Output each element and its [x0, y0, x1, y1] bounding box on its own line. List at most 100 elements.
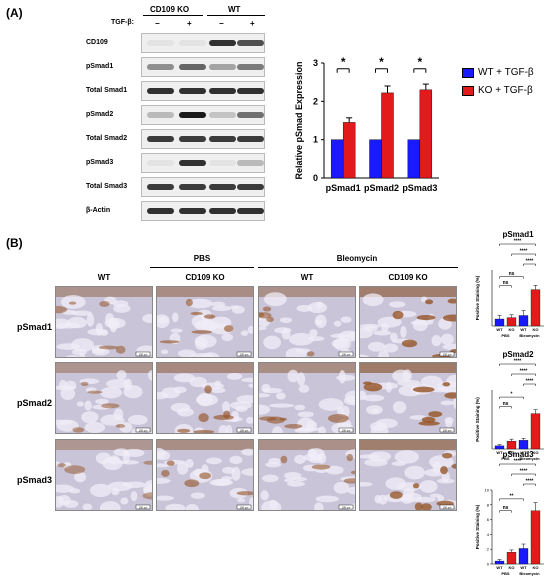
tissue-gap — [362, 293, 384, 307]
tissue-gap — [108, 455, 120, 465]
significance-label: **** — [526, 259, 534, 265]
tissue-gap — [437, 495, 445, 503]
tissue-gap — [177, 349, 196, 357]
x-tick-label: KO — [533, 327, 539, 332]
y-tick-label: 3 — [313, 58, 318, 68]
scale-bar — [236, 504, 252, 510]
y-axis-label: Positive Staining (%) — [475, 397, 480, 442]
stain-region — [213, 414, 234, 421]
blot-band — [209, 208, 236, 214]
blot-band — [147, 88, 174, 94]
tissue-gap — [297, 411, 314, 418]
blot-band — [147, 184, 174, 190]
tissue-gap — [142, 314, 152, 323]
tissue-gap — [389, 332, 398, 342]
epidermis — [259, 363, 355, 373]
legend-swatch-ko — [462, 86, 474, 96]
ihc-image: 100 μm — [258, 439, 356, 511]
pSmad-expression-chart: 0 1 2 3 Relative pSmad Expression * pSmad1 * pSm… — [294, 55, 439, 193]
tissue-gap — [314, 502, 324, 510]
tissue-gap — [113, 304, 131, 313]
tissue-gap — [317, 452, 327, 464]
tissue-gap — [263, 335, 282, 350]
blot-strip — [141, 57, 265, 77]
tissue-gap — [392, 401, 407, 414]
tissue-gap — [432, 461, 441, 474]
blot-band — [209, 88, 236, 94]
tissue-gap — [410, 320, 434, 326]
blot-row-label: Total Smad3 — [86, 183, 128, 190]
y-tick-label: 2 — [313, 96, 318, 106]
tissue-gap — [185, 503, 199, 510]
stain-region — [442, 382, 451, 387]
epidermis — [360, 287, 456, 297]
blot-strip — [141, 153, 265, 173]
tissue-gap — [297, 372, 306, 386]
tissue-gap — [414, 496, 436, 503]
tissue-gap — [212, 478, 232, 486]
stain-region — [190, 311, 203, 316]
tissue-gap — [333, 337, 351, 351]
tissue-gap — [222, 401, 231, 414]
tissue-gap — [145, 480, 152, 487]
tissue-gap — [130, 490, 138, 502]
tissue-gap — [402, 369, 412, 382]
scale-bar-label: 100 μm — [139, 429, 148, 433]
tissue-gap — [214, 380, 221, 387]
blot-band — [147, 112, 174, 118]
significance-label: **** — [526, 479, 534, 485]
tissue-gap — [315, 495, 339, 503]
col-header-ko-pbs: CD109 KO — [185, 273, 225, 282]
tissue-gap — [370, 425, 389, 433]
tissue-gap — [76, 401, 84, 407]
stain-region — [421, 416, 436, 423]
blot-band — [209, 64, 236, 70]
bar — [518, 548, 529, 565]
stain-region — [418, 421, 440, 426]
epidermis — [56, 440, 152, 450]
bar — [342, 122, 356, 179]
tissue-gap — [205, 457, 222, 465]
stain-region — [57, 463, 66, 468]
blot-row-label: pSmad3 — [86, 159, 114, 166]
stain-region — [184, 479, 200, 488]
tissue-gap — [71, 310, 93, 316]
stain-region — [363, 382, 383, 392]
tissue-gap — [298, 384, 310, 393]
blot-row-label: pSmad1 — [86, 63, 114, 70]
stain-region — [284, 424, 303, 429]
ihc-tissue-drawing: 100 μm — [157, 440, 253, 510]
x-tick-label: WT — [496, 565, 503, 570]
significance-label: * — [511, 392, 513, 398]
bar — [369, 139, 382, 179]
tissue-gap — [383, 343, 399, 353]
ihc-image: 100 μm — [359, 439, 457, 511]
tissue-gap — [283, 478, 295, 483]
ihc-image: 100 μm — [156, 286, 254, 358]
bar — [530, 289, 541, 327]
stain-region — [428, 411, 443, 418]
tissue-gap — [237, 498, 246, 503]
stain-region — [346, 453, 354, 462]
scale-bar-label: 100 μm — [240, 429, 249, 433]
ihc-tissue-drawing: 100 μm — [56, 287, 152, 357]
mini-chart-title: pSmad3 — [502, 450, 534, 459]
blot-band — [209, 136, 236, 142]
ihc-image: 100 μm — [55, 286, 153, 358]
y-axis-label: Relative pSmad Expression — [294, 61, 304, 179]
tissue-gap — [241, 377, 253, 383]
tissue-gap — [330, 333, 348, 339]
mini-chart-title: pSmad1 — [502, 230, 534, 239]
tissue-gap — [419, 480, 438, 493]
blot-band — [179, 160, 206, 166]
stain-region — [444, 392, 456, 399]
ihc-image: 100 μm — [156, 362, 254, 434]
blot-band — [147, 136, 174, 142]
treatment-mark-4: + — [250, 19, 255, 28]
ihc-tissue-drawing: 100 μm — [56, 440, 152, 510]
scale-bar — [135, 504, 151, 510]
stain-region — [451, 463, 456, 469]
stain-region — [311, 464, 331, 470]
